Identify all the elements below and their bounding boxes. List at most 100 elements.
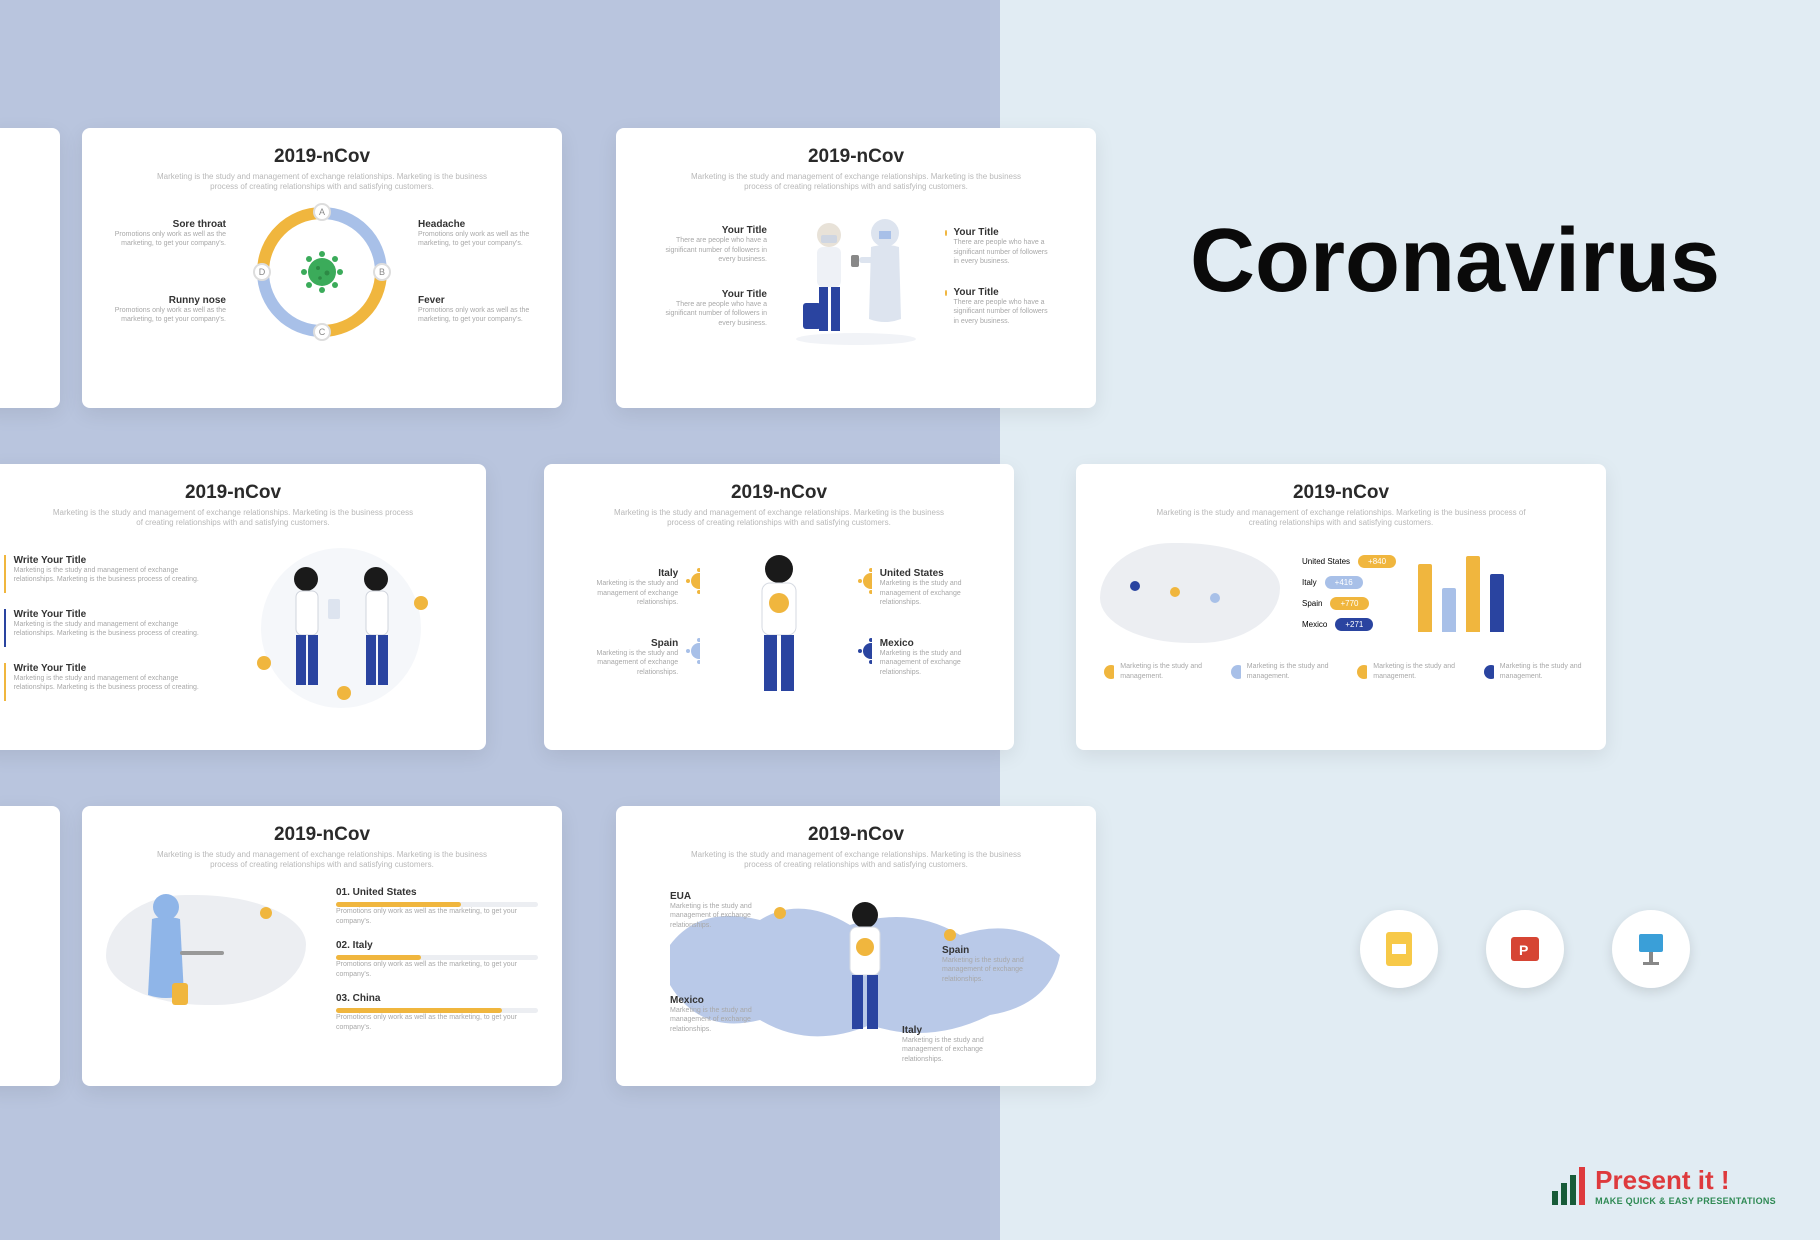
virus-icon <box>1480 661 1494 683</box>
accent-bar <box>4 555 6 593</box>
symptom-desc: Promotions only work as well as the mark… <box>418 230 538 249</box>
slide-cycle-symptoms: 2019-nCov Marketing is the study and man… <box>82 128 562 408</box>
stat-label: Italy <box>1302 578 1317 587</box>
symptom-label: Sore throat <box>106 219 226 230</box>
virus-icon <box>940 925 960 945</box>
legend-text: Marketing is the study and management. <box>1247 662 1329 681</box>
symptom-desc: Promotions only work as well as the mark… <box>418 306 538 325</box>
symptom-label: Fever <box>418 295 538 306</box>
cycle-diagram: A B C D <box>257 207 387 337</box>
format-icon-row: P <box>1360 910 1690 988</box>
virus-icon <box>686 638 700 664</box>
rank-label: 01. United States <box>336 887 538 898</box>
illustration-hazmat <box>126 885 246 1035</box>
country-label: Italy <box>568 568 678 579</box>
brand-bars-icon <box>1552 1167 1585 1205</box>
rank-desc: Promotions only work as well as the mark… <box>336 960 538 979</box>
illustration-handwash <box>226 543 456 713</box>
item-body: Marketing is the study and management of… <box>670 1006 780 1034</box>
accent-bar <box>4 663 6 701</box>
virus-icon <box>858 638 872 664</box>
item-body: Marketing is the study and management of… <box>14 566 204 585</box>
slide-subtitle: Marketing is the study and management of… <box>683 172 1029 193</box>
keynote-icon <box>1612 910 1690 988</box>
rank-label: 03. China <box>336 993 538 1004</box>
slide-title: 2019-nCov <box>106 146 538 168</box>
symptom-desc: Promotions only work as well as the mark… <box>106 230 226 249</box>
item-body: Marketing is the study and management of… <box>568 579 678 607</box>
item-body: Marketing is the study and management of… <box>568 649 678 677</box>
stat-label: Mexico <box>1302 620 1327 629</box>
slide-world-map-doctor: 2019-nCov Marketing is the study and man… <box>616 806 1096 1086</box>
rank-desc: Promotions only work as well as the mark… <box>336 1013 538 1032</box>
symptom-desc: Promotions only work as well as the mark… <box>106 306 226 325</box>
region-label: Italy <box>902 1025 1012 1036</box>
powerpoint-icon: P <box>1486 910 1564 988</box>
rank-label: 02. Italy <box>336 940 538 951</box>
region-label: Mexico <box>670 995 780 1006</box>
slide-title: 2019-nCov <box>1100 482 1582 504</box>
slide-countries-center: 2019-nCov Marketing is the study and man… <box>544 464 1014 750</box>
slide-disinfect-ranks: 2019-nCov Marketing is the study and man… <box>82 806 562 1086</box>
virus-icon <box>1100 661 1114 683</box>
country-label: Mexico <box>880 638 990 649</box>
slide-title: 2019-nCov <box>4 482 462 504</box>
item-body: Marketing is the study and management of… <box>670 902 780 930</box>
stat-label: United States <box>1302 557 1350 566</box>
virus-icon <box>256 903 276 923</box>
rank-desc: Promotions only work as well as the mark… <box>336 907 538 926</box>
stat-label: Spain <box>1302 599 1322 608</box>
slide-subtitle: Marketing is the study and management of… <box>149 172 495 193</box>
stat-value: +271 <box>1335 618 1373 631</box>
cycle-node: B <box>373 263 391 281</box>
accent-bar <box>4 609 6 647</box>
item-title: Write Your Title <box>14 663 204 674</box>
svg-text:P: P <box>1519 942 1528 958</box>
google-slides-icon <box>1360 910 1438 988</box>
illustration-doctor <box>714 543 844 703</box>
symptom-label: Runny nose <box>106 295 226 306</box>
slide-title: 2019-nCov <box>640 824 1072 846</box>
cycle-node: C <box>313 323 331 341</box>
virus-icon <box>770 903 790 923</box>
slide-subtitle: Marketing is the study and management of… <box>610 508 948 529</box>
stat-value: +770 <box>1330 597 1368 610</box>
country-label: Spain <box>568 638 678 649</box>
legend-text: Marketing is the study and management. <box>1373 662 1455 681</box>
virus-icon <box>1227 661 1241 683</box>
virus-icon <box>1353 661 1367 683</box>
cycle-node: A <box>313 203 331 221</box>
item-body: There are people who have a significant … <box>953 298 1055 326</box>
slide-world-stats: 2019-nCov Marketing is the study and man… <box>1076 464 1606 750</box>
slide-partial-left-2 <box>0 806 60 1086</box>
slide-subtitle: Marketing is the study and management of… <box>149 850 495 871</box>
item-body: There are people who have a significant … <box>657 236 767 264</box>
main-title: Coronavirus <box>1190 210 1720 313</box>
slide-title: 2019-nCov <box>106 824 538 846</box>
item-title: Write Your Title <box>14 609 204 620</box>
brand-name: Present it ! <box>1595 1165 1776 1196</box>
item-body: Marketing is the study and management of… <box>902 1036 1012 1064</box>
slide-subtitle: Marketing is the study and management of… <box>1148 508 1534 529</box>
stat-value: +840 <box>1358 555 1396 568</box>
slide-subtitle: Marketing is the study and management of… <box>683 850 1029 871</box>
item-body: There are people who have a significant … <box>953 238 1055 266</box>
symptom-label: Headache <box>418 219 538 230</box>
item-body: Marketing is the study and management of… <box>14 620 204 639</box>
region-label: Spain <box>942 945 1052 956</box>
slide-hand-wash: 2019-nCov Marketing is the study and man… <box>0 464 486 750</box>
virus-icon <box>686 568 700 594</box>
brand-logo: Present it ! MAKE QUICK & EASY PRESENTAT… <box>1552 1165 1776 1206</box>
slide-title: 2019-nCov <box>640 146 1072 168</box>
item-body: Marketing is the study and management of… <box>880 649 990 677</box>
brand-tagline: MAKE QUICK & EASY PRESENTATIONS <box>1595 1196 1776 1206</box>
country-label: United States <box>880 568 990 579</box>
item-title: Your Title <box>657 225 767 236</box>
item-body: Marketing is the study and management of… <box>14 674 204 693</box>
legend-text: Marketing is the study and management. <box>1500 662 1582 681</box>
slide-temperature-check: 2019-nCov Marketing is the study and man… <box>616 128 1096 408</box>
slide-subtitle: Marketing is the study and management of… <box>50 508 416 529</box>
bar-chart <box>1418 554 1504 632</box>
region-label: EUA <box>670 891 780 902</box>
item-title: Your Title <box>953 287 1055 298</box>
